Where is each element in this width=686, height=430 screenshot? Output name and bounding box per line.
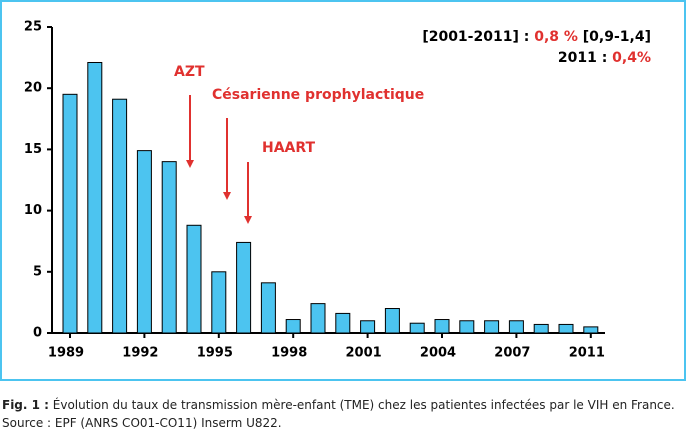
summary-part: 0,8 % — [534, 29, 578, 45]
arrow-head — [186, 160, 194, 168]
summary-part: 0,4% — [612, 50, 651, 66]
bar — [211, 271, 227, 334]
y-tick-label: 25 — [24, 20, 42, 35]
arrow-head — [244, 216, 252, 224]
bar — [310, 303, 326, 334]
summary-line: 2011 : 0,4% — [558, 50, 651, 66]
bar — [409, 322, 425, 334]
caption-label: Fig. 1 : — [2, 398, 49, 412]
bar — [484, 320, 500, 334]
bar — [161, 161, 177, 334]
annotation: HAART — [262, 140, 316, 156]
bar — [335, 312, 351, 334]
caption-source: Source : EPF (ANRS CO01-CO11) Inserm U82… — [2, 416, 282, 430]
x-tick-label: 2007 — [494, 346, 530, 361]
annotation: AZT — [174, 64, 205, 80]
bar — [533, 323, 549, 334]
x-tick-label: 2004 — [420, 346, 456, 361]
bar — [236, 241, 252, 334]
summary-part: 2011 : — [558, 50, 612, 66]
frame — [0, 0, 686, 381]
caption: Fig. 1 : Évolution du taux de transmissi… — [2, 398, 675, 412]
bar — [87, 61, 103, 334]
bar — [508, 320, 524, 334]
bar — [459, 320, 475, 334]
bar — [112, 98, 128, 334]
y-tick-label: 15 — [24, 142, 42, 157]
x-tick-label: 1992 — [122, 346, 158, 361]
arrow-head — [223, 192, 231, 200]
caption-text: Évolution du taux de transmission mère-e… — [48, 398, 675, 412]
y-tick-label: 10 — [24, 203, 42, 218]
bar — [260, 282, 276, 334]
bar — [186, 224, 202, 334]
chart: 0 5 10 15 20 25 1989 1992 1995 1998 2001 2004 2007 20… — [0, 0, 686, 381]
y-tick-label: 20 — [24, 81, 42, 96]
bar — [434, 319, 450, 334]
y-tick-label: 0 — [33, 326, 42, 341]
x-tick-label: 1989 — [48, 346, 84, 361]
annotation: Césarienne prophylactique — [212, 87, 424, 103]
summary-part: [2001-2011] : — [422, 29, 534, 45]
bar — [136, 150, 152, 334]
bar — [285, 319, 301, 334]
x-tick-label: 2011 — [569, 346, 605, 361]
bar — [583, 326, 599, 334]
summary-line: [2001-2011] : 0,8 % [0,9-1,4] — [422, 29, 651, 45]
x-tick-label: 1995 — [197, 346, 233, 361]
x-tick-label: 2001 — [346, 346, 382, 361]
x-tick-label: 1998 — [271, 346, 307, 361]
bar — [558, 323, 574, 334]
y-tick-label: 5 — [33, 264, 42, 279]
summary-part: [0,9-1,4] — [578, 29, 651, 45]
bar — [384, 308, 400, 334]
bar — [360, 320, 376, 334]
bar — [62, 93, 78, 334]
